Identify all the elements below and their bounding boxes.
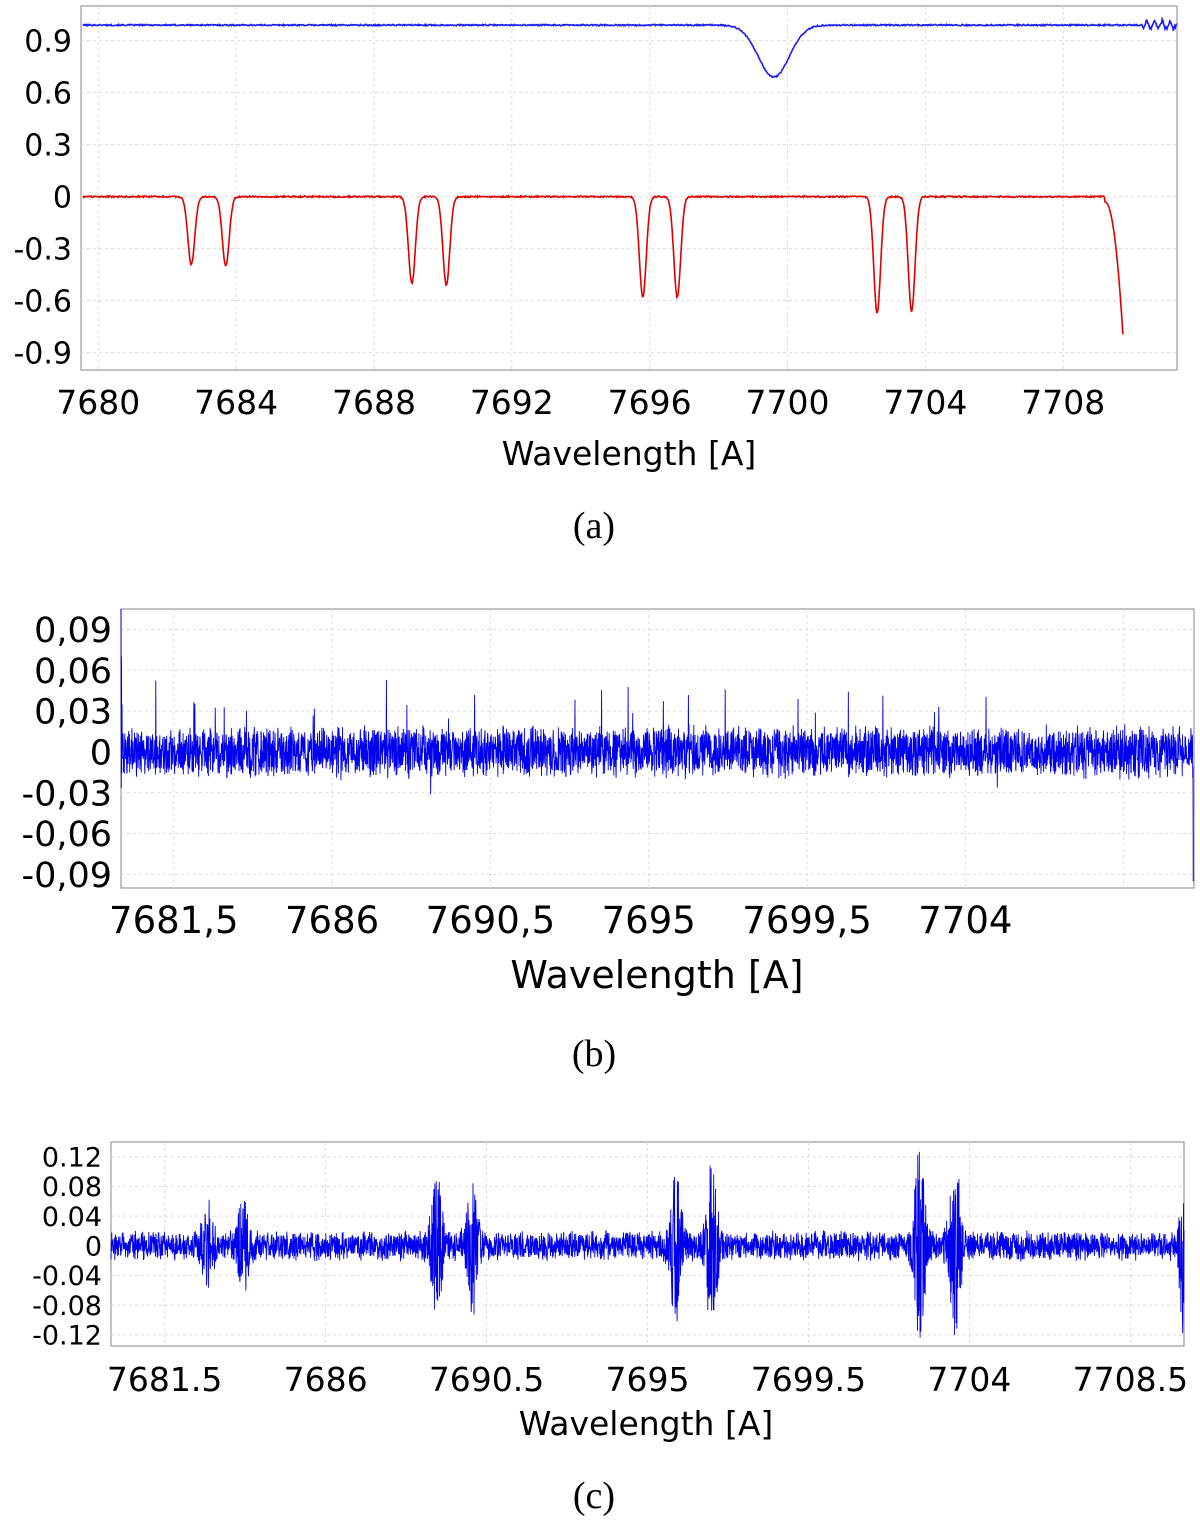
x-tick-label: 7681.5 [107,1360,222,1399]
y-tick-label: 0,09 [34,611,112,651]
y-tick-label: -0.12 [32,1321,102,1352]
x-tick-label: 7704 [883,383,967,422]
y-tick-label: -0,03 [21,774,112,814]
y-tick-label: -0,06 [21,815,112,855]
x-tick-label: 7704 [918,899,1012,942]
spectrum-series-line [82,194,1124,335]
panel-b: 0,090,060,030-0,03-0,06-0,09 7681,5 7686 7… [21,608,1195,1075]
spectrum-series-line [82,16,1178,79]
y-tick-label: 0.6 [24,76,72,111]
y-tick-label: -0.9 [13,336,72,371]
x-tick-label: 7704 [927,1360,1011,1399]
x-axis-label: Wavelength [A] [510,953,803,997]
y-tick-label: 0 [53,180,72,215]
y-tick-labels: 0.9 0.6 0.3 0 -0.3 -0.6 -0.9 [13,24,72,371]
x-tick-label: 7690.5 [429,1360,544,1399]
series-lines [110,1151,1185,1338]
x-tick-label: 7690,5 [426,899,555,942]
x-tick-label: 7686 [285,899,379,942]
residual-series-line [120,608,1194,881]
y-tick-labels: 0,090,060,030-0,03-0,06-0,09 [21,611,112,896]
x-tick-labels: 7681,5 7686 7690,5 7695 7699,5 7704 [109,899,1012,942]
y-tick-label: 0.04 [42,1202,102,1233]
x-tick-label: 7692 [470,383,554,422]
panel-caption-a: (a) [573,505,615,547]
x-tick-label: 7688 [332,383,416,422]
x-tick-labels: 7680 7684 7688 7692 7696 7700 7704 7708 [56,383,1105,422]
x-tick-labels: 7681.5 7686 7690.5 7695 7699.5 7704 7708.5 [107,1360,1188,1399]
panel-caption-c: (c) [573,1475,615,1517]
y-tick-label: -0.6 [13,284,72,319]
series-lines [82,16,1178,335]
series-lines [120,608,1194,881]
x-axis-label: Wavelength [A] [519,1404,774,1443]
x-tick-label: 7695 [606,1360,690,1399]
x-tick-label: 7684 [194,383,278,422]
x-tick-label: 7700 [746,383,830,422]
y-tick-label: 0,06 [34,652,112,692]
panel-a: 0.90.60.30-0.3-0.6-0.9 7680 7684 7688 7692 7… [13,5,1178,547]
x-tick-label: 7686 [284,1360,368,1399]
y-tick-label: 0 [90,734,112,774]
y-tick-labels: 0.120.080.040-0.04-0.08-0.12 [32,1143,102,1352]
y-tick-label: -0.3 [13,232,72,267]
panel-caption-b: (b) [572,1033,616,1075]
panel-c: 0.120.080.040-0.04-0.08-0.12 7681.5 7686 7… [32,1141,1188,1517]
x-axis-label: Wavelength [A] [502,434,757,473]
x-tick-label: 7699,5 [742,899,871,942]
x-tick-label: 7708 [1021,383,1105,422]
y-tick-label: 0.3 [24,128,72,163]
y-tick-label: 0,03 [34,693,112,733]
y-tick-label: 0 [85,1232,102,1263]
residual-series-line [110,1151,1185,1338]
y-tick-label: -0.08 [32,1291,102,1322]
y-tick-label: -0,09 [21,856,112,896]
y-tick-label: 0.12 [42,1143,102,1174]
x-tick-label: 7696 [608,383,692,422]
x-tick-label: 7680 [56,383,140,422]
plot-frame [80,5,1178,371]
y-tick-label: 0.9 [24,24,72,59]
y-tick-label: -0.04 [32,1261,102,1292]
x-tick-label: 7708.5 [1073,1360,1188,1399]
x-tick-label: 7699.5 [751,1360,866,1399]
x-tick-label: 7695 [602,899,696,942]
y-tick-label: 0.08 [42,1172,102,1203]
x-tick-label: 7681,5 [109,899,238,942]
